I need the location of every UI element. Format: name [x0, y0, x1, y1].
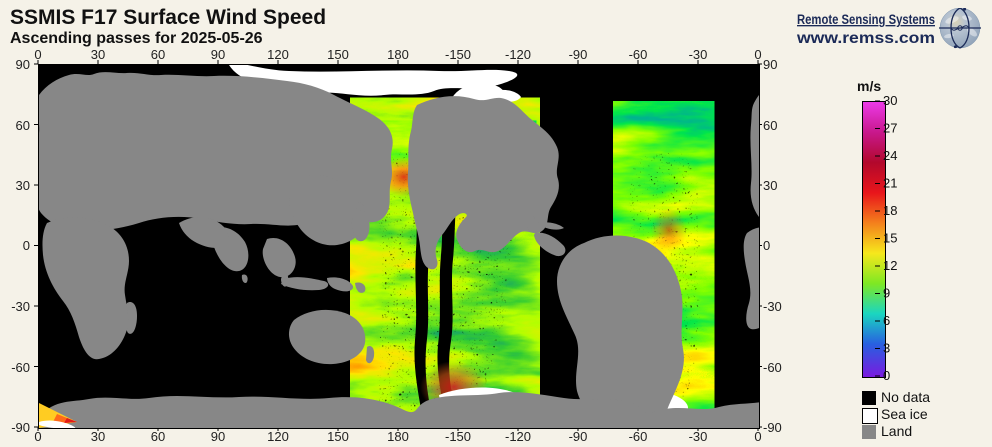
svg-text:3: 3: [883, 341, 890, 356]
svg-text:6: 6: [883, 313, 890, 328]
svg-text:21: 21: [883, 176, 897, 191]
svg-text:12: 12: [883, 258, 897, 273]
svg-text:27: 27: [883, 121, 897, 136]
svg-text:30: 30: [883, 93, 897, 108]
svg-text:www.remss.com: www.remss.com: [797, 30, 935, 47]
svg-text:18: 18: [883, 203, 897, 218]
svg-text:Remote Sensing Systems: Remote Sensing Systems: [797, 12, 935, 27]
svg-text:0: 0: [883, 368, 890, 383]
svg-text:15: 15: [883, 231, 897, 246]
svg-text:9: 9: [883, 286, 890, 301]
svg-text:24: 24: [883, 148, 897, 163]
